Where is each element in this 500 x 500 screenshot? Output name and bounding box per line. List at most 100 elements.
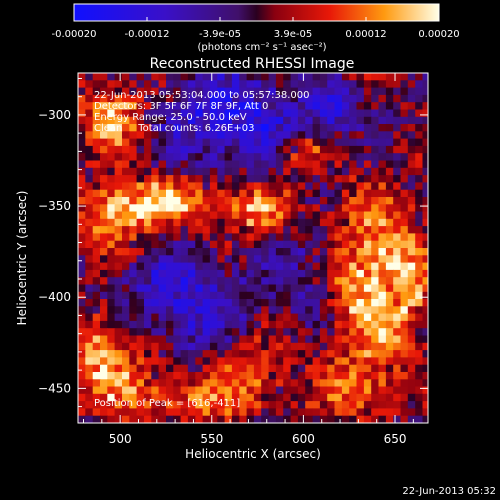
heatmap-cell	[349, 233, 358, 242]
heatmap-cell	[268, 269, 277, 278]
heatmap-cell	[210, 423, 218, 431]
heatmap-cell	[136, 262, 145, 271]
heatmap-cell	[85, 342, 94, 351]
heatmap-cell	[114, 211, 123, 220]
heatmap-cell	[283, 145, 292, 154]
heatmap-cell	[341, 364, 350, 373]
heatmap-cell	[107, 94, 116, 103]
heatmap-cell	[85, 233, 94, 242]
x-tick-label: 550	[200, 432, 223, 446]
heatmap-cell	[246, 335, 255, 344]
heatmap-cell	[209, 269, 218, 278]
heatmap-cell	[151, 364, 160, 373]
heatmap-cell	[231, 197, 240, 205]
heatmap-cell	[239, 138, 248, 147]
heatmap-cell	[253, 240, 262, 249]
heatmap-cell	[290, 182, 299, 191]
heatmap-cell	[312, 226, 321, 234]
footer-timestamp: 22-Jun-2013 05:32	[402, 486, 496, 497]
heatmap-cell	[290, 124, 299, 132]
heatmap-cell	[166, 233, 174, 242]
heatmap-cell	[158, 284, 167, 293]
heatmap-cell	[422, 240, 428, 249]
heatmap-cell	[158, 262, 167, 271]
heatmap-cell	[217, 145, 226, 154]
heatmap-cell	[371, 408, 380, 417]
heatmap-cell	[217, 73, 226, 81]
heatmap-cell	[136, 379, 145, 388]
heatmap-cell	[166, 328, 174, 337]
heatmap-cell	[78, 379, 86, 388]
heatmap-cell	[253, 175, 262, 183]
heatmap-cell	[393, 233, 402, 242]
heatmap-cell	[122, 73, 130, 81]
heatmap-cell	[261, 189, 270, 198]
heatmap-cell	[312, 320, 321, 329]
heatmap-cell	[319, 379, 328, 388]
heatmap-cell	[319, 131, 328, 140]
heatmap-cell	[239, 226, 248, 234]
heatmap-cell	[283, 393, 292, 402]
heatmap-cell	[217, 240, 226, 249]
heatmap-cell	[224, 269, 233, 278]
heatmap-cell	[209, 87, 218, 96]
heatmap-cell	[217, 248, 226, 256]
heatmap-cell	[312, 255, 321, 264]
heatmap-cell	[122, 197, 130, 205]
heatmap-cell	[151, 189, 160, 198]
heatmap-cell	[187, 313, 196, 322]
heatmap-cell	[407, 87, 416, 96]
heatmap-cell	[254, 423, 262, 431]
heatmap-cell	[129, 306, 138, 315]
heatmap-cell	[114, 313, 123, 322]
heatmap-cell	[78, 145, 86, 154]
heatmap-cell	[261, 233, 270, 242]
heatmap-cell	[114, 116, 123, 125]
heatmap-cell	[297, 226, 306, 234]
heatmap-cell	[385, 313, 394, 322]
heatmap-cell	[85, 116, 94, 125]
heatmap-cell	[202, 364, 211, 373]
heatmap-cell	[231, 350, 240, 358]
heatmap-cell	[261, 145, 270, 154]
heatmap-cell	[407, 269, 416, 278]
heatmap-cell	[378, 233, 387, 242]
heatmap-cell	[224, 87, 233, 96]
heatmap-cell	[319, 357, 328, 366]
heatmap-cell	[129, 145, 138, 154]
heatmap-cell	[246, 248, 255, 256]
heatmap-cell	[275, 197, 284, 205]
heatmap-cell	[385, 277, 394, 286]
heatmap-cell	[275, 233, 284, 242]
heatmap-cell	[371, 342, 380, 351]
heatmap-cell	[415, 189, 424, 198]
heatmap-cell	[129, 423, 137, 431]
heatmap-cell	[430, 233, 438, 241]
heatmap-cell	[158, 131, 167, 140]
heatmap-cell	[122, 364, 130, 373]
heatmap-cell	[341, 145, 350, 154]
heatmap-cell	[297, 145, 306, 154]
heatmap-cell	[253, 233, 262, 242]
heatmap-cell	[327, 131, 336, 140]
heatmap-cell	[407, 364, 416, 373]
heatmap-cell	[268, 145, 277, 154]
heatmap-cell	[144, 124, 152, 132]
heatmap-cell	[187, 277, 196, 286]
heatmap-cell	[268, 189, 277, 198]
heatmap-cell	[136, 320, 145, 329]
heatmap-cell	[261, 124, 270, 132]
heatmap-cell	[407, 138, 416, 147]
heatmap-cell	[349, 299, 358, 307]
heatmap-cell	[158, 401, 167, 409]
heatmap-cell	[356, 415, 365, 423]
heatmap-cell	[319, 124, 328, 132]
heatmap-cell	[224, 102, 233, 111]
heatmap-cell	[371, 73, 380, 81]
heatmap-cell	[78, 313, 86, 322]
heatmap-cell	[415, 87, 424, 96]
heatmap-cell	[290, 320, 299, 329]
heatmap-cell	[283, 342, 292, 351]
heatmap-cell	[305, 138, 314, 147]
heatmap-cell	[400, 211, 409, 220]
